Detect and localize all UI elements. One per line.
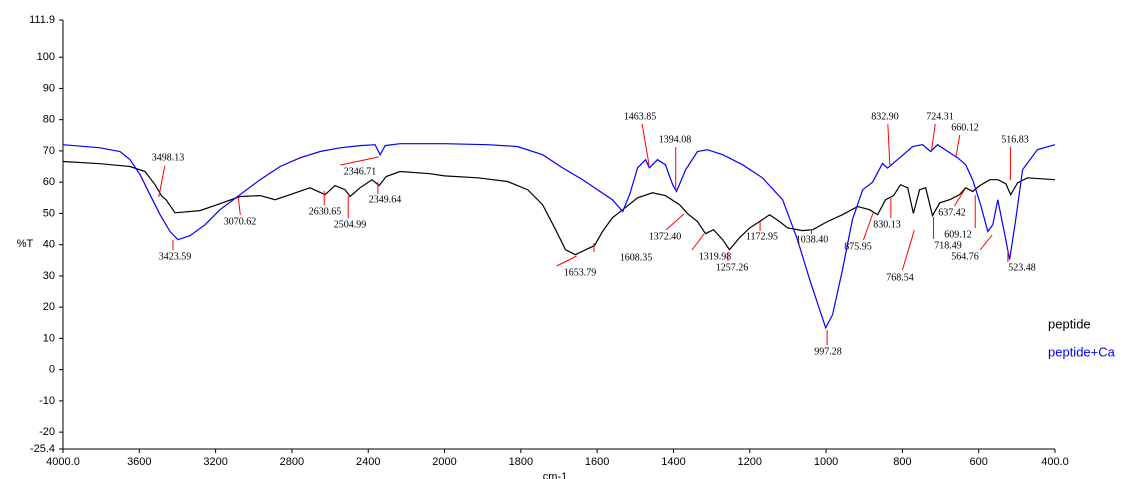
peak-label: 1038.40	[796, 234, 829, 245]
peak-label: 1172.95	[746, 231, 778, 242]
peak-label: 724.31	[926, 111, 954, 122]
y-tick-label: 30	[43, 270, 55, 282]
peak-label: 516.83	[1001, 134, 1029, 145]
x-tick-label: 400.0	[1041, 456, 1069, 468]
peak-marker	[340, 156, 379, 166]
y-tick-label: -25.4	[30, 443, 55, 455]
peak-marker	[158, 165, 166, 198]
peak-marker	[955, 134, 961, 159]
peak-label: 1319.98	[699, 251, 732, 262]
x-tick-label: 2800	[280, 456, 304, 468]
peak-label: 1463.85	[624, 111, 657, 122]
peak-label: 2504.99	[334, 219, 367, 230]
peak-label: 1608.35	[620, 252, 653, 263]
legend-entry: peptide+Ca	[1048, 344, 1116, 359]
peak-label: 1257.26	[716, 262, 749, 273]
y-tick-label: 60	[43, 176, 55, 188]
peak-marker	[237, 196, 241, 216]
legend-entry: peptide	[1048, 316, 1091, 331]
peak-label: 832.90	[871, 111, 899, 122]
peak-label: 3423.59	[159, 251, 192, 262]
peak-marker	[979, 234, 993, 251]
peak-label: 564.76	[951, 251, 979, 262]
x-tick-label: 1800	[509, 456, 533, 468]
peak-marker	[930, 123, 936, 153]
series-line	[62, 160, 1056, 256]
peak-marker	[953, 189, 965, 207]
y-tick-label: 100	[37, 51, 55, 63]
x-tick-label: 1600	[585, 456, 609, 468]
y-tick-label: 90	[43, 82, 55, 94]
y-tick-label: 40	[43, 239, 55, 251]
peak-label: 1653.79	[564, 267, 597, 278]
peak-label: 875.95	[844, 241, 872, 252]
x-tick-label: 4000.0	[46, 456, 80, 468]
y-tick-label: 0	[49, 364, 55, 376]
x-tick-label: 800	[893, 456, 911, 468]
peak-label: 997.28	[814, 346, 842, 357]
y-axis-label: %T	[17, 238, 34, 250]
y-tick-label: 80	[43, 114, 55, 126]
peak-marker	[887, 123, 891, 166]
x-tick-label: 1000	[814, 456, 838, 468]
peak-label: 1394.08	[659, 134, 692, 145]
y-tick-label: -20	[39, 426, 55, 438]
y-tick-label: 10	[43, 332, 55, 344]
x-tick-label: 3600	[127, 456, 151, 468]
peak-marker	[641, 123, 650, 166]
peak-marker	[691, 233, 705, 251]
peak-label: 609.12	[944, 229, 972, 240]
peak-marker	[901, 229, 915, 271]
peak-label: 2630.65	[309, 206, 342, 217]
y-tick-label: 50	[43, 207, 55, 219]
peak-label: 768.54	[886, 272, 914, 283]
peak-label: 3498.13	[152, 152, 185, 163]
peak-label: 2349.64	[369, 194, 402, 205]
peak-marker	[556, 255, 577, 267]
x-tick-label: 600	[970, 456, 988, 468]
peak-marker	[862, 211, 874, 241]
peak-label: 3070.62	[224, 216, 257, 227]
series-line	[62, 143, 1056, 330]
peak-label: 1372.40	[649, 231, 682, 242]
peak-label: 718.49	[934, 240, 962, 251]
x-tick-label: 3200	[203, 456, 227, 468]
y-tick-label: 20	[43, 301, 55, 313]
x-tick-label: 2000	[432, 456, 456, 468]
y-tick-label: -10	[39, 395, 55, 407]
y-tick-label: 111.9	[29, 14, 55, 26]
x-axis-label: cm-1	[543, 471, 567, 479]
x-tick-label: 2400	[356, 456, 380, 468]
peak-marker	[665, 213, 685, 231]
x-tick-label: 1200	[738, 456, 762, 468]
peak-label: 523.48	[1008, 262, 1036, 273]
peak-label: 2346.71	[344, 166, 377, 177]
peak-label: 637.42	[938, 207, 966, 218]
peak-label: 830.13	[873, 219, 901, 230]
peak-label: 660.12	[951, 122, 979, 133]
y-tick-label: 70	[43, 145, 55, 157]
x-tick-label: 1400	[661, 456, 685, 468]
